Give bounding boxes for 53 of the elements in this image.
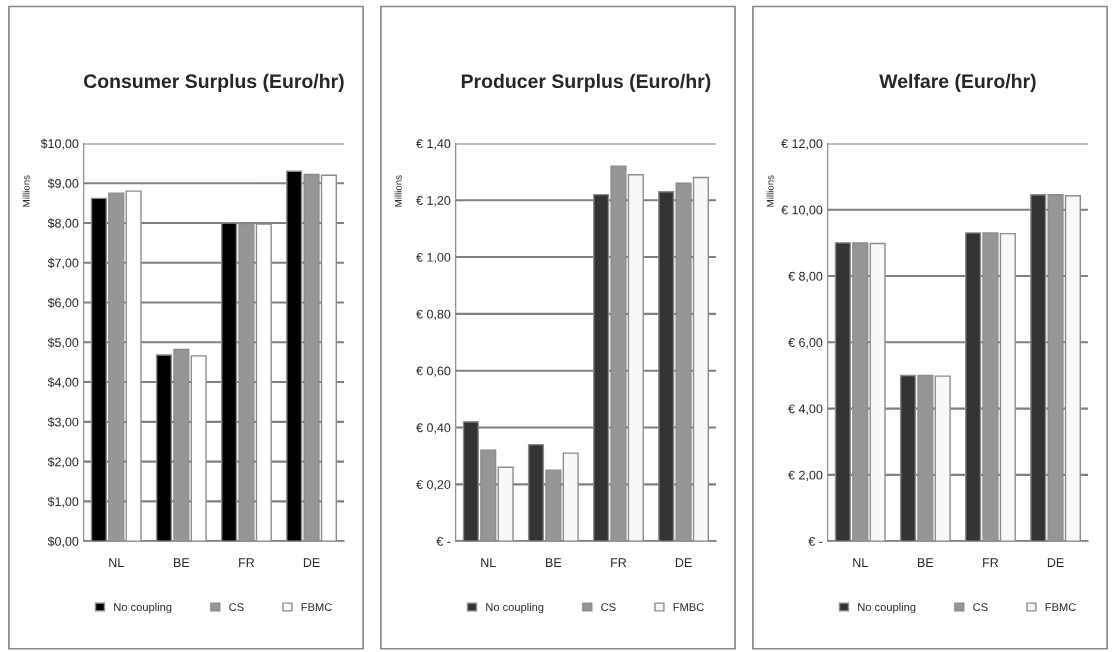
x-tick-label: DE [675,558,692,567]
chart-title: Welfare (Euro/hr) [879,73,1036,92]
legend-label: CS [229,603,244,612]
y-tick-label: € 0,80 [416,309,451,321]
legend-label: No coupling [114,602,172,614]
legend-label: FBMC [301,603,332,612]
y-tick-label: € 0,20 [416,480,451,491]
x-tick-label: NL [481,558,496,567]
y-tick-label: $5,00 [47,337,79,349]
y-tick-label: $3,00 [47,417,79,428]
legend-label: No coupling [486,602,544,614]
y-tick-label: € 12,00 [781,139,823,150]
y-axis-title: Millions [22,175,30,207]
y-tick-label: € 0,60 [416,366,451,377]
y-tick-label: € 1,20 [416,196,451,207]
y-tick-label: $10,00 [40,138,79,150]
y-tick-label: € 2,00 [788,470,823,481]
x-tick-label: NL [109,558,124,567]
y-tick-label: $1,00 [47,496,79,508]
y-tick-label: € 8,00 [788,271,823,283]
legend-label: CS [973,603,988,612]
legend-label: No coupling [858,602,916,614]
y-tick-label: $4,00 [47,377,79,389]
x-tick-label: DE [1047,558,1064,567]
x-tick-label: BE [918,558,934,567]
x-tick-label: DE [303,558,320,567]
legend-label: CS [601,603,616,612]
y-tick-label: $2,00 [47,456,79,468]
y-tick-label: € 1,00 [416,252,451,264]
y-tick-label: € 10,00 [781,205,823,216]
y-axis-title: Millions [766,175,774,207]
legend-label: FBMC [1045,603,1076,612]
chart-title: Consumer Surplus (Euro/hr) [83,73,344,92]
chart-title: Producer Surplus (Euro/hr) [461,73,711,92]
y-tick-label: € 1,40 [416,139,451,150]
x-tick-label: BE [174,558,190,567]
y-axis-title: Millions [394,175,402,207]
y-tick-label: € 0,40 [416,423,451,434]
x-tick-label: FR [611,558,627,567]
y-tick-label: $7,00 [47,258,79,269]
y-tick-label: $9,00 [47,178,79,190]
y-tick-label: € - [808,536,823,546]
x-tick-label: BE [546,558,562,567]
x-tick-label: FR [983,558,999,567]
y-tick-label: € 6,00 [788,338,823,349]
y-tick-label: € - [436,536,451,546]
x-tick-label: FR [239,558,255,567]
legend-label: FMBC [673,603,704,612]
y-tick-label: € 4,00 [788,404,823,415]
y-tick-label: $0,00 [47,536,79,548]
y-tick-label: $6,00 [47,297,79,309]
y-tick-label: $8,00 [47,218,79,230]
x-tick-label: NL [853,558,868,567]
